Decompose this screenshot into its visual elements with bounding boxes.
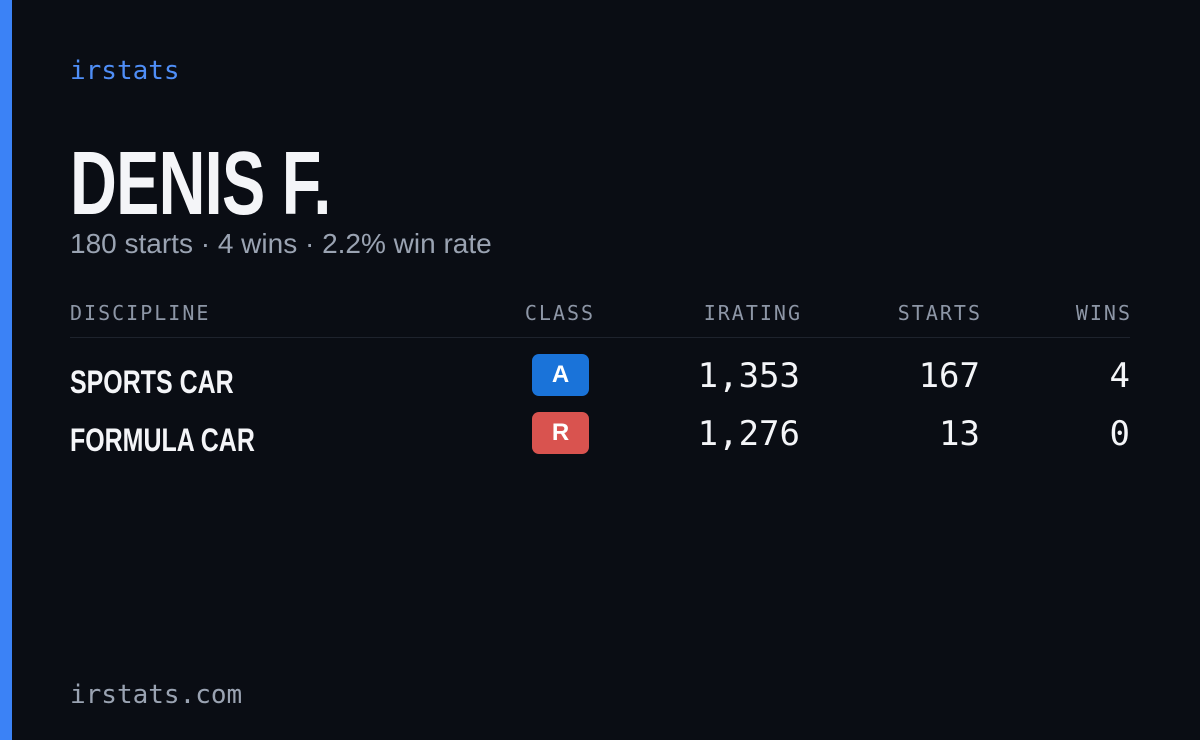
player-summary: 180 starts · 4 wins · 2.2% win rate [70, 228, 492, 259]
header-discipline: DISCIPLINE [70, 301, 211, 325]
class-badge: A [532, 354, 589, 396]
accent-bar [0, 0, 12, 740]
discipline: FORMULA CAR [70, 422, 255, 458]
discipline: SPORTS CAR [70, 364, 234, 400]
header-divider [70, 337, 1130, 338]
header-irating: IRATING [703, 301, 802, 325]
header-wins: WINS [1075, 301, 1132, 325]
irating: 1,276 [697, 414, 800, 454]
footer-url: irstats.com [70, 680, 243, 710]
irating: 1,353 [697, 356, 800, 396]
starts: 167 [918, 356, 980, 396]
wins: 4 [1109, 356, 1130, 396]
header-class: CLASS [524, 301, 596, 325]
class-badge: R [532, 412, 589, 454]
wins: 0 [1109, 414, 1130, 454]
brand: irstats [70, 56, 180, 86]
starts: 13 [939, 414, 980, 454]
player-name: DENIS F. [70, 134, 331, 234]
header-starts: STARTS [897, 301, 982, 325]
